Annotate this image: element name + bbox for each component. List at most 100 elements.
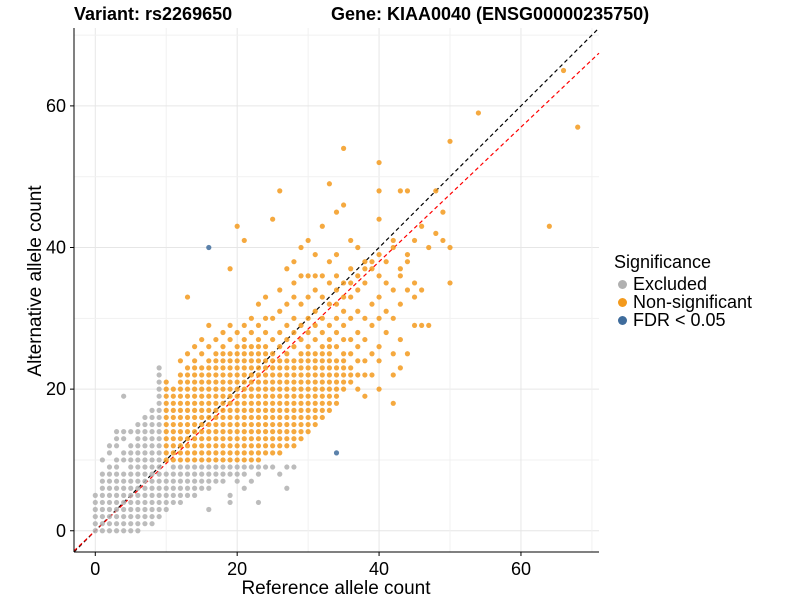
data-point (262, 429, 269, 435)
data-point (227, 457, 233, 463)
data-point (220, 421, 226, 428)
data-point (206, 478, 212, 484)
data-point (206, 485, 212, 491)
data-point (156, 499, 162, 506)
data-point (234, 421, 240, 428)
data-point (376, 344, 382, 350)
data-point (227, 499, 233, 506)
data-point (184, 450, 191, 456)
data-point (355, 386, 361, 392)
data-point (270, 429, 276, 435)
data-point (199, 379, 205, 385)
data-point (163, 471, 169, 477)
data-point (135, 471, 141, 477)
data-point (206, 365, 212, 371)
data-point (270, 443, 276, 449)
data-point (305, 379, 311, 385)
data-point (163, 506, 169, 513)
data-point (156, 365, 162, 371)
data-point (241, 414, 247, 421)
data-point (333, 287, 340, 293)
data-point (213, 365, 219, 371)
data-point (142, 421, 148, 428)
data-point (92, 528, 98, 534)
data-point (170, 429, 176, 435)
data-point (390, 400, 396, 406)
data-point (241, 421, 247, 428)
data-point (170, 485, 176, 491)
data-point (241, 358, 247, 364)
data-point (241, 450, 247, 456)
data-point (192, 358, 198, 364)
data-point (333, 358, 340, 364)
data-point (255, 450, 262, 456)
data-point (149, 443, 155, 449)
data-point (220, 351, 226, 357)
data-point (199, 485, 205, 491)
data-point (270, 450, 276, 456)
data-point (206, 506, 212, 513)
data-point (348, 280, 354, 286)
data-point (135, 421, 141, 428)
data-point (248, 429, 254, 435)
data-point (241, 393, 247, 399)
data-point (199, 471, 205, 477)
data-point (113, 471, 120, 477)
data-point (213, 400, 219, 406)
data-point (312, 407, 318, 413)
data-point (255, 436, 262, 442)
data-point (319, 393, 325, 399)
data-point (262, 400, 269, 406)
data-point (291, 407, 297, 413)
data-point (270, 379, 276, 385)
data-point (149, 429, 155, 435)
data-point (156, 471, 162, 477)
data-point (156, 372, 162, 378)
data-point (220, 393, 226, 399)
data-point (277, 393, 283, 399)
data-point (149, 499, 155, 506)
data-point (156, 492, 162, 498)
data-point (192, 436, 198, 442)
data-point (199, 478, 205, 484)
data-point (99, 457, 105, 463)
data-point (142, 471, 148, 477)
data-point (404, 351, 411, 357)
data-point (369, 351, 375, 357)
data-point (291, 280, 297, 286)
data-point (312, 322, 318, 329)
data-point (234, 478, 240, 484)
data-point (284, 436, 290, 442)
data-point (234, 372, 240, 378)
data-point (227, 386, 233, 392)
data-point (163, 393, 169, 399)
data-point (128, 471, 134, 477)
data-point (206, 393, 212, 399)
data-point (113, 485, 120, 491)
data-point (184, 294, 191, 300)
data-point (220, 400, 226, 406)
data-point (270, 336, 276, 343)
data-point (220, 372, 226, 378)
data-point (163, 499, 169, 506)
data-point (362, 336, 368, 343)
data-point (192, 492, 198, 498)
data-point (376, 386, 382, 392)
data-point (298, 421, 304, 428)
data-point (199, 414, 205, 421)
data-point (255, 471, 262, 477)
data-point (298, 429, 304, 435)
data-point (319, 351, 325, 357)
series-1 (163, 67, 581, 463)
data-point (270, 464, 276, 470)
data-point (262, 365, 269, 371)
data-point (206, 464, 212, 470)
data-point (312, 393, 318, 399)
data-point (213, 358, 219, 364)
data-point (106, 464, 113, 470)
data-point (113, 513, 120, 520)
data-point (142, 521, 148, 527)
legend-label: Non-significant (633, 291, 753, 312)
data-point (262, 443, 269, 449)
data-point (199, 450, 205, 456)
